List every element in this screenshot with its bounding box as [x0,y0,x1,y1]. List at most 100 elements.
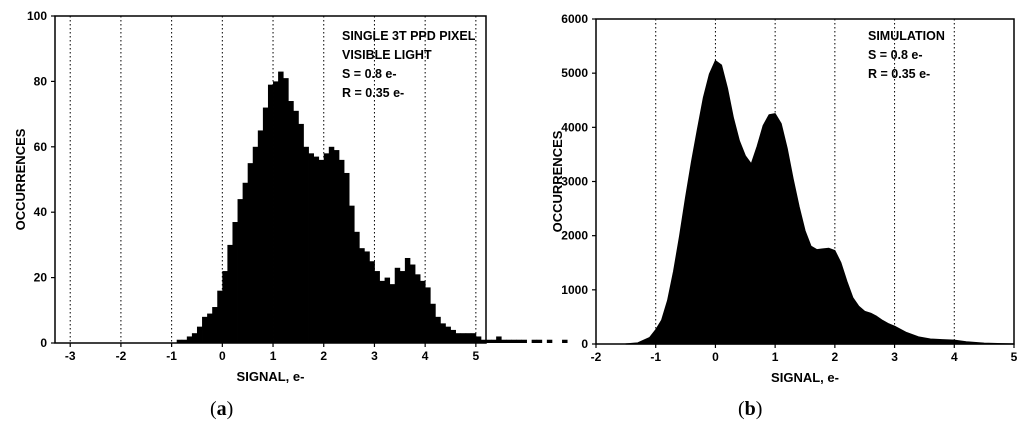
histogram-bar [242,182,249,343]
y-tick-label: 3000 [561,175,588,189]
histogram-bar [278,71,284,343]
histogram-bar [349,205,355,343]
x-tick-label: 3 [891,350,898,364]
histogram-bar [445,326,451,343]
annotation-b-2: R = 0.35 e- [868,67,930,81]
y-tick-label: 1000 [561,283,588,297]
histogram-bar [384,277,391,343]
x-tick-label: 5 [1011,350,1018,364]
histogram-bar [521,339,527,343]
histogram-bar [202,316,208,343]
histogram-bar [480,339,487,343]
histogram-bar [333,150,340,343]
x-tick-label: 2 [320,349,327,363]
histogram-bar [389,284,396,343]
x-tick-label: 1 [772,350,779,364]
histogram-area [625,60,1015,345]
histogram-bar [273,81,279,344]
histogram-bar [196,326,203,343]
y-tick-label: 20 [34,271,48,285]
histogram-bar [364,251,370,343]
histogram-bar [222,271,228,343]
x-tick-label: 0 [712,350,719,364]
histogram-bar [470,333,477,343]
plot-frame-a [54,15,487,344]
histogram-bar [338,159,345,343]
histogram-bar [379,280,385,343]
annotation-a-1: VISIBLE LIGHT [342,48,432,62]
y-axis-label-b: OCCURRENCES [550,130,565,232]
histogram-bar [475,336,482,343]
histogram-bar [399,271,406,343]
y-tick-label: 5000 [561,66,588,80]
histogram-bar [394,267,401,343]
panel-label-b: (b) [738,398,763,420]
histogram-bar [344,172,350,343]
histogram-bar [181,339,188,343]
x-tick-label: 3 [371,349,378,363]
annotation-b-1: S = 0.8 e- [868,48,923,62]
histogram-bar [191,333,198,343]
histogram-bar [496,336,502,343]
histogram-bar [262,107,269,343]
y-tick-label: 80 [34,74,48,88]
histogram-bar [491,339,497,343]
x-tick-label: -2 [591,350,602,364]
histogram-bar [536,339,543,343]
y-tick-label: 6000 [561,12,588,26]
x-tick-label: 4 [951,350,958,364]
histogram-bar [308,153,314,343]
histogram-bar [562,339,568,343]
x-tick-label: 1 [270,349,277,363]
histogram-bar [455,333,462,343]
x-tick-label: -1 [166,349,177,363]
histogram-bar [374,271,380,343]
histogram-chart-a: -3 -2 -1 0 1 2 3 4 5 0 20 40 60 80 100 SIGNAL, e- OCCURR… [13,9,568,384]
histogram-bar [186,336,193,343]
histogram-bar [207,313,213,343]
histogram-bar [176,339,183,343]
histogram-bar [460,333,467,343]
histogram-chart-b: -2 -1 0 1 2 3 4 5 0 1000 2000 3000 4000 5000 6000 SIGNA… [550,12,1018,385]
histogram-bar [323,153,330,343]
histogram-bar [247,163,254,343]
histogram-bar [465,333,472,343]
histogram-bar [283,78,289,343]
histogram-bar [506,339,512,343]
histogram-bar [257,130,264,343]
y-tick-label: 0 [40,336,47,350]
histogram-bar [415,274,421,343]
y-tick-label: 100 [27,9,47,23]
histogram-bar [298,123,304,343]
histogram-bar [516,339,522,343]
histogram-bar [404,257,411,343]
histogram-bar [531,339,538,343]
histogram-bar [232,222,238,343]
histogram-bar [252,146,259,343]
histogram-bar [217,290,223,343]
annotation-a-0: SINGLE 3T PPD PIXEL [342,29,476,43]
x-tick-label: 0 [219,349,226,363]
histogram-bar [237,199,244,343]
histogram-bar [486,339,492,343]
annotation-a-2: S = 0.8 e- [342,67,397,81]
histogram-bar [318,159,325,343]
y-tick-label: 0 [581,337,588,351]
y-axis-label-a: OCCURRENCES [13,128,28,230]
histogram-bar [354,231,360,343]
histogram-bar [328,146,335,343]
histogram-bar [501,339,507,343]
x-tick-label: 5 [473,349,480,363]
x-tick-label: -2 [116,349,127,363]
histogram-bar [409,264,416,343]
x-tick-label: -3 [65,349,76,363]
annotation-a-3: R = 0.35 e- [342,86,404,100]
histogram-bar [369,261,375,343]
y-tick-label: 40 [34,205,48,219]
y-tick-label: 4000 [561,120,588,134]
histogram-bar [359,248,365,343]
x-tick-label: 2 [832,350,839,364]
x-tick-label: 4 [422,349,429,363]
x-axis-label-b: SIGNAL, e- [771,370,839,385]
histogram-bar [293,110,299,343]
